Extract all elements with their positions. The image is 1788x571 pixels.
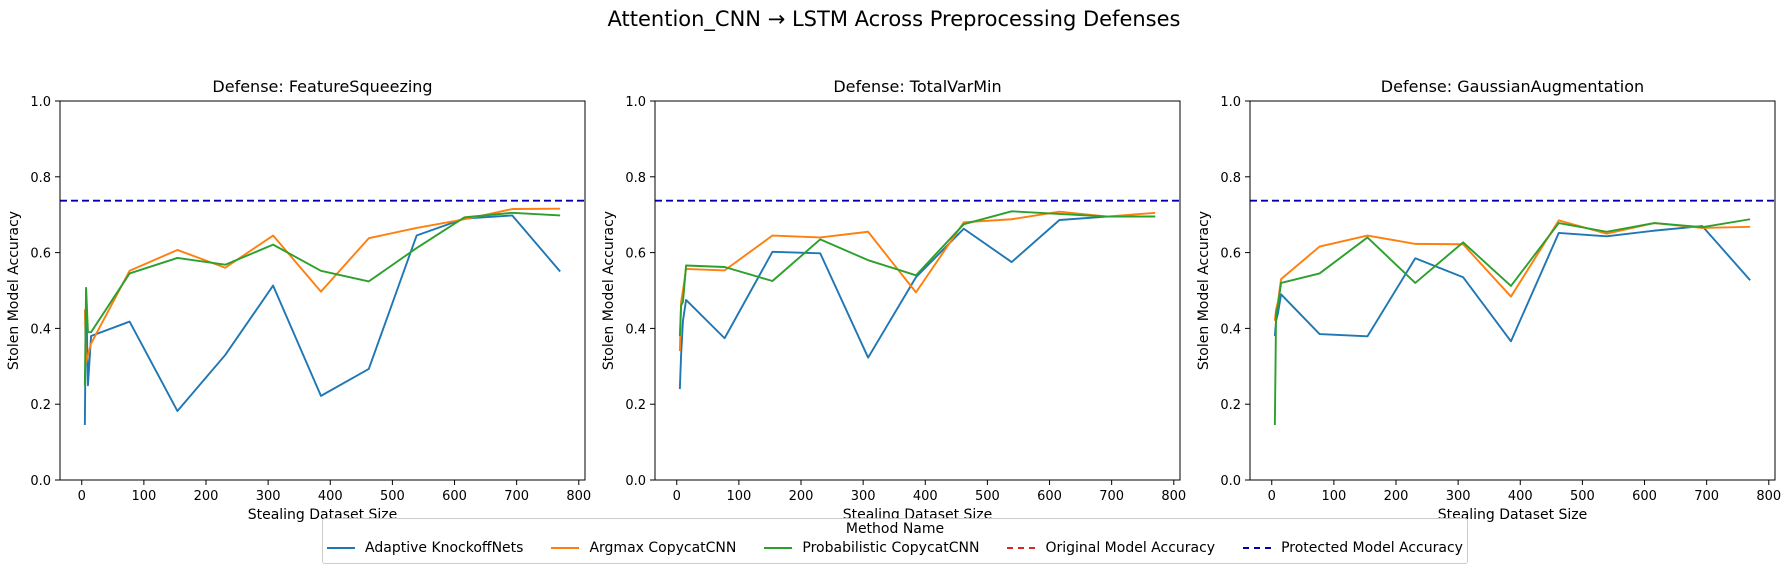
y-tick-label: 0.4 xyxy=(1220,322,1241,337)
probabilistic-copycatcnn-line xyxy=(1273,218,1751,426)
y-tick-label: 0.6 xyxy=(30,247,51,262)
y-tick-label: 0.4 xyxy=(30,322,51,337)
legend-item: Protected Model Accuracy xyxy=(1243,540,1463,556)
legend-label: Adaptive KnockoffNets xyxy=(365,540,524,556)
y-tick-label: 0.4 xyxy=(625,322,646,337)
x-tick-label: 0 xyxy=(1268,489,1276,504)
plot-area xyxy=(655,199,1180,390)
y-tick-label: 0.2 xyxy=(1220,398,1241,413)
x-tick-label: 400 xyxy=(913,489,938,504)
y-tick-label: 0.2 xyxy=(625,398,646,413)
x-tick-label: 800 xyxy=(1756,489,1781,504)
x-tick-label: 500 xyxy=(975,489,1000,504)
x-tick-label: 500 xyxy=(380,489,405,504)
legend-item: Adaptive KnockoffNets xyxy=(327,540,523,556)
y-tick-label: 0.0 xyxy=(30,474,51,489)
x-tick-label: 600 xyxy=(1632,489,1657,504)
y-tick-label: 1.0 xyxy=(1220,95,1241,110)
x-tick-label: 700 xyxy=(1099,489,1124,504)
x-tick-label: 300 xyxy=(1446,489,1471,504)
x-tick-label: 200 xyxy=(789,489,814,504)
x-tick-label: 100 xyxy=(1321,489,1346,504)
chart-panel-3: Defense: GaussianAugmentation 0 100 200 300 4… xyxy=(1196,77,1781,523)
figure-title: Attention_CNN → LSTM Across Preprocessin… xyxy=(608,7,1181,32)
y-axis-label: Stolen Model Accuracy xyxy=(1196,211,1212,370)
legend-label: Original Model Accuracy xyxy=(1045,540,1216,556)
y-tick-label: 1.0 xyxy=(625,95,646,110)
argmax-copycatcnn-line xyxy=(678,210,1156,352)
x-tick-label: 600 xyxy=(1037,489,1062,504)
x-tick-label: 100 xyxy=(131,489,156,504)
x-tick-label: 300 xyxy=(851,489,876,504)
panel-title: Defense: GaussianAugmentation xyxy=(1381,77,1644,96)
axes-frame xyxy=(654,100,1181,481)
x-tick-label: 0 xyxy=(78,489,86,504)
legend-swatch xyxy=(1007,547,1036,549)
x-tick-label: 300 xyxy=(256,489,281,504)
plot-area xyxy=(1250,199,1775,426)
legend-swatch xyxy=(764,547,793,549)
legend: Method Name Adaptive KnockoffNets Argmax … xyxy=(322,518,1468,564)
x-tick-label: 200 xyxy=(194,489,219,504)
x-tick-label: 400 xyxy=(318,489,343,504)
legend-label: Protected Model Accuracy xyxy=(1281,540,1463,556)
adaptive-knockoffnets-line xyxy=(83,214,561,426)
x-tick-label: 700 xyxy=(504,489,529,504)
y-tick-label: 0.0 xyxy=(1220,474,1241,489)
x-tick-label: 0 xyxy=(673,489,681,504)
axes-frame xyxy=(59,100,586,481)
legend-swatch xyxy=(327,547,356,549)
panel-title: Defense: FeatureSqueezing xyxy=(212,77,432,96)
y-tick-label: 0.6 xyxy=(625,247,646,262)
legend-items: Adaptive KnockoffNets Argmax CopycatCNN Pr… xyxy=(323,540,1467,556)
panel-title: Defense: TotalVarMin xyxy=(833,77,1001,96)
legend-swatch xyxy=(1243,547,1272,549)
y-tick-label: 1.0 xyxy=(30,95,51,110)
argmax-copycatcnn-line xyxy=(1273,219,1751,321)
legend-swatch xyxy=(551,547,580,549)
legend-item: Original Model Accuracy xyxy=(1007,540,1215,556)
x-tick-label: 600 xyxy=(442,489,467,504)
plot-area xyxy=(60,199,585,426)
adaptive-knockoffnets-line xyxy=(1273,225,1751,343)
y-tick-label: 0.0 xyxy=(625,474,646,489)
x-tick-label: 100 xyxy=(726,489,751,504)
legend-item: Probabilistic CopycatCNN xyxy=(764,540,979,556)
y-tick-label: 0.2 xyxy=(30,398,51,413)
legend-label: Argmax CopycatCNN xyxy=(589,540,737,556)
x-tick-label: 700 xyxy=(1694,489,1719,504)
probabilistic-copycatcnn-line xyxy=(678,210,1156,337)
legend-title: Method Name xyxy=(845,521,945,537)
x-axis-label: Stealing Dataset Size xyxy=(1438,507,1588,523)
legend-item: Argmax CopycatCNN xyxy=(551,540,736,556)
argmax-copycatcnn-line xyxy=(83,207,561,364)
axes-frame xyxy=(1249,100,1776,481)
adaptive-knockoffnets-line xyxy=(678,215,1156,390)
y-axis-label: Stolen Model Accuracy xyxy=(601,211,617,370)
y-tick-label: 0.8 xyxy=(625,171,646,186)
x-tick-label: 400 xyxy=(1508,489,1533,504)
y-tick-label: 0.8 xyxy=(1220,171,1241,186)
y-tick-label: 0.8 xyxy=(30,171,51,186)
y-axis-label: Stolen Model Accuracy xyxy=(6,211,22,370)
legend-label: Probabilistic CopycatCNN xyxy=(802,540,980,556)
chart-panel-1: Defense: FeatureSqueezing 0 100 200 300 400 50… xyxy=(6,77,591,523)
x-tick-label: 800 xyxy=(566,489,591,504)
x-tick-label: 500 xyxy=(1570,489,1595,504)
probabilistic-copycatcnn-line xyxy=(83,211,561,386)
chart-panel-2: Defense: TotalVarMin 0 100 200 300 400 500 600 7… xyxy=(601,77,1186,523)
x-tick-label: 800 xyxy=(1161,489,1186,504)
y-tick-label: 0.6 xyxy=(1220,247,1241,262)
x-tick-label: 200 xyxy=(1384,489,1409,504)
